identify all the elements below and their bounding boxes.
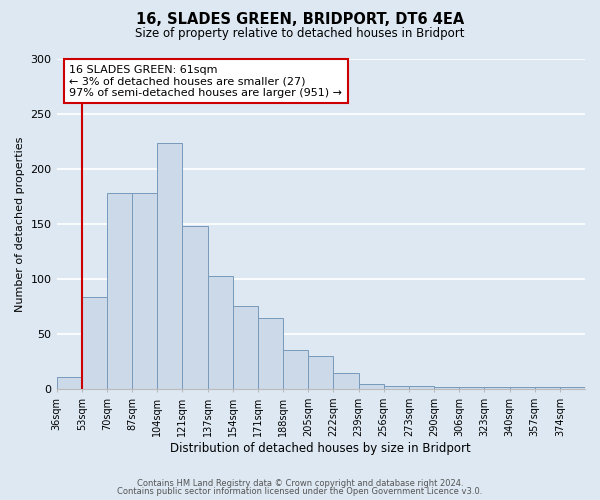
Bar <box>359 384 383 390</box>
Bar <box>82 297 107 390</box>
Bar <box>409 386 434 390</box>
Bar <box>560 387 585 390</box>
Text: 16 SLADES GREEN: 61sqm
← 3% of detached houses are smaller (27)
97% of semi-deta: 16 SLADES GREEN: 61sqm ← 3% of detached … <box>69 64 342 98</box>
Text: Contains HM Land Registry data © Crown copyright and database right 2024.: Contains HM Land Registry data © Crown c… <box>137 478 463 488</box>
Bar <box>484 387 509 390</box>
Text: Contains public sector information licensed under the Open Government Licence v3: Contains public sector information licen… <box>118 487 482 496</box>
Bar <box>258 318 283 390</box>
Bar <box>308 356 334 390</box>
Bar <box>208 276 233 390</box>
Bar <box>509 387 535 390</box>
Text: Size of property relative to detached houses in Bridport: Size of property relative to detached ho… <box>135 28 465 40</box>
Bar <box>434 387 459 390</box>
Bar <box>383 386 409 390</box>
Bar <box>107 194 132 390</box>
Bar <box>459 387 484 390</box>
Bar <box>535 387 560 390</box>
Bar <box>157 142 182 390</box>
Text: 16, SLADES GREEN, BRIDPORT, DT6 4EA: 16, SLADES GREEN, BRIDPORT, DT6 4EA <box>136 12 464 28</box>
Bar <box>283 350 308 390</box>
Y-axis label: Number of detached properties: Number of detached properties <box>15 136 25 312</box>
Bar <box>56 377 82 390</box>
Bar <box>334 373 359 390</box>
Bar <box>233 306 258 390</box>
Bar <box>182 226 208 390</box>
X-axis label: Distribution of detached houses by size in Bridport: Distribution of detached houses by size … <box>170 442 471 455</box>
Bar <box>132 194 157 390</box>
